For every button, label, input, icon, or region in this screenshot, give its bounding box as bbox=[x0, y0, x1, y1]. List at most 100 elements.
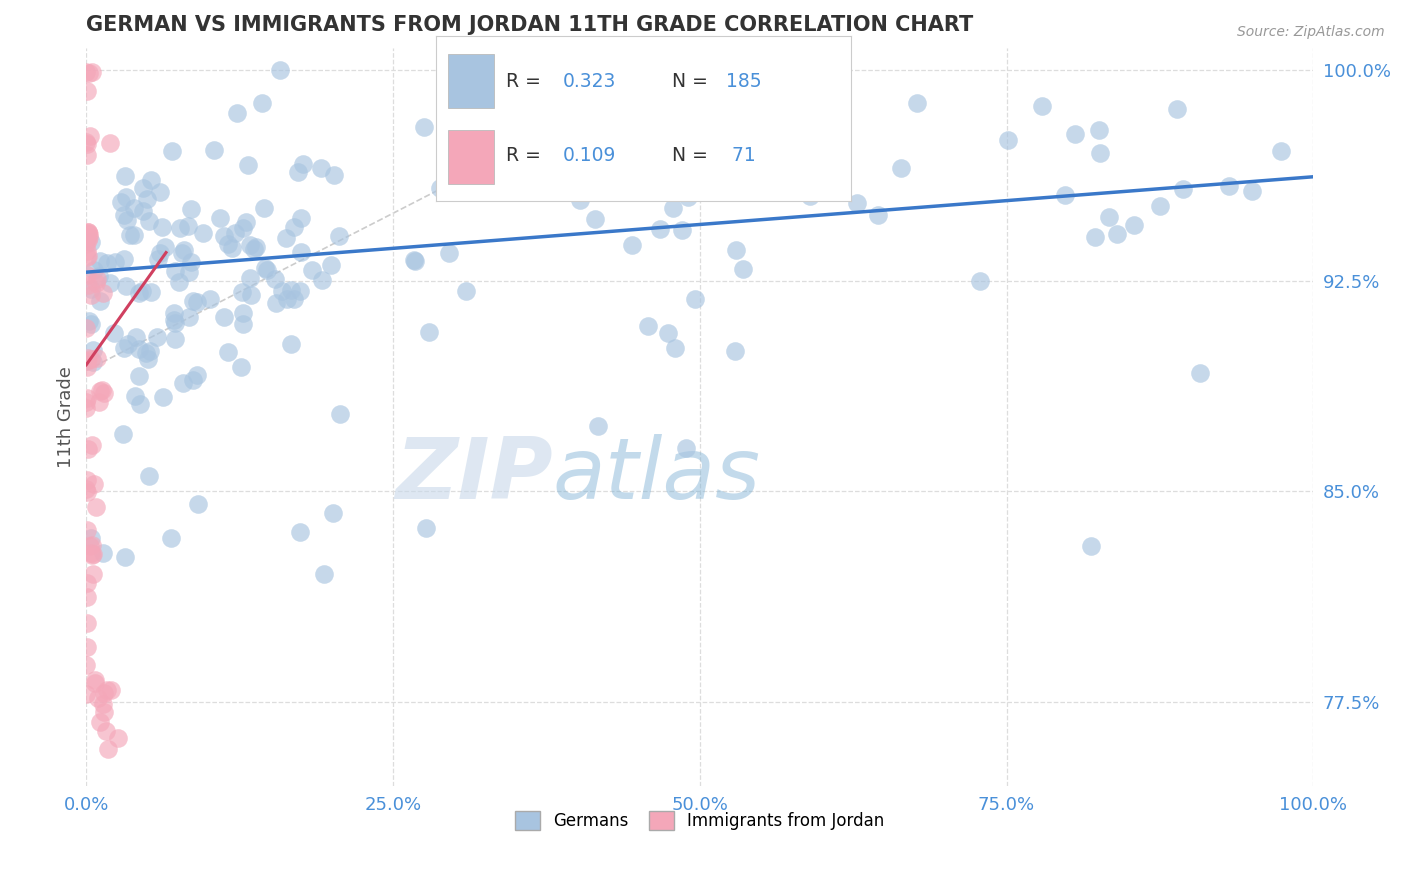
Point bbox=[75, 657, 97, 672]
Point bbox=[84, 276, 107, 290]
Point bbox=[253, 201, 276, 215]
Point bbox=[217, 237, 239, 252]
Point bbox=[173, 243, 195, 257]
Point bbox=[238, 158, 260, 172]
Point bbox=[280, 284, 302, 298]
Point bbox=[235, 214, 257, 228]
Point bbox=[114, 252, 136, 266]
Point bbox=[76, 616, 98, 631]
Point bbox=[221, 241, 243, 255]
Point bbox=[128, 286, 150, 301]
Point bbox=[172, 245, 194, 260]
Point bbox=[138, 469, 160, 483]
Point bbox=[93, 686, 115, 700]
Point bbox=[76, 484, 98, 499]
Point bbox=[454, 285, 477, 299]
Point bbox=[86, 272, 108, 286]
Point bbox=[404, 252, 426, 267]
Point bbox=[1087, 123, 1109, 137]
Point bbox=[76, 250, 98, 264]
Point bbox=[76, 278, 98, 293]
Point bbox=[1270, 144, 1292, 158]
Point bbox=[905, 96, 928, 111]
Text: 71: 71 bbox=[725, 145, 756, 165]
Point bbox=[79, 539, 101, 553]
Point bbox=[136, 192, 159, 206]
Point bbox=[322, 506, 344, 520]
Point bbox=[98, 136, 121, 151]
Point bbox=[651, 160, 673, 174]
Point bbox=[76, 225, 98, 239]
Point bbox=[180, 202, 202, 217]
Point bbox=[678, 190, 700, 204]
Point bbox=[266, 296, 288, 310]
Point bbox=[90, 384, 112, 398]
Point bbox=[623, 166, 645, 180]
Point bbox=[132, 203, 155, 218]
Point bbox=[100, 276, 122, 290]
Point bbox=[87, 269, 110, 284]
Point bbox=[163, 306, 186, 320]
Point bbox=[114, 169, 136, 183]
Point bbox=[80, 352, 103, 367]
Point bbox=[96, 682, 118, 697]
Point bbox=[290, 211, 312, 226]
Point bbox=[75, 65, 97, 79]
Point bbox=[100, 683, 122, 698]
Point bbox=[160, 531, 183, 545]
Point bbox=[733, 262, 755, 277]
Point bbox=[232, 221, 254, 235]
Point bbox=[160, 144, 183, 158]
Point bbox=[890, 161, 912, 175]
Point bbox=[104, 255, 127, 269]
Point bbox=[328, 229, 350, 244]
Point bbox=[120, 228, 142, 243]
Point bbox=[82, 355, 104, 369]
Point bbox=[683, 292, 706, 306]
Text: 0.109: 0.109 bbox=[562, 145, 616, 165]
Point bbox=[76, 391, 98, 405]
Point bbox=[239, 238, 262, 252]
Point bbox=[167, 276, 190, 290]
Point bbox=[209, 211, 232, 226]
Point bbox=[139, 285, 162, 299]
Point bbox=[177, 265, 200, 279]
Point bbox=[125, 330, 148, 344]
Point bbox=[128, 368, 150, 383]
Point bbox=[86, 351, 108, 366]
Point bbox=[76, 136, 98, 151]
Point bbox=[239, 271, 262, 285]
Point bbox=[80, 317, 103, 331]
Point bbox=[329, 407, 352, 421]
Point bbox=[91, 547, 114, 561]
Point bbox=[675, 442, 697, 456]
Point bbox=[274, 231, 297, 245]
Point bbox=[115, 279, 138, 293]
Point bbox=[404, 253, 426, 268]
Text: GERMAN VS IMMIGRANTS FROM JORDAN 11TH GRADE CORRELATION CHART: GERMAN VS IMMIGRANTS FROM JORDAN 11TH GR… bbox=[86, 15, 973, 35]
Point bbox=[75, 687, 97, 701]
Point bbox=[122, 201, 145, 215]
Point bbox=[139, 343, 162, 358]
Point bbox=[252, 96, 274, 111]
Point bbox=[79, 314, 101, 328]
Point bbox=[226, 106, 249, 120]
Point bbox=[1084, 230, 1107, 244]
Point bbox=[112, 341, 135, 355]
Point bbox=[76, 148, 98, 162]
Point bbox=[76, 575, 98, 590]
Point bbox=[1053, 188, 1076, 202]
Point bbox=[89, 293, 111, 308]
Point bbox=[627, 153, 650, 167]
Point bbox=[77, 229, 100, 244]
Point bbox=[516, 174, 538, 188]
Point bbox=[96, 255, 118, 269]
Point bbox=[177, 219, 200, 233]
Point bbox=[80, 282, 103, 296]
Point bbox=[91, 698, 114, 712]
Point bbox=[664, 108, 686, 122]
Text: ZIP: ZIP bbox=[395, 434, 553, 517]
Point bbox=[212, 310, 235, 324]
Point bbox=[132, 180, 155, 194]
Point bbox=[311, 273, 333, 287]
